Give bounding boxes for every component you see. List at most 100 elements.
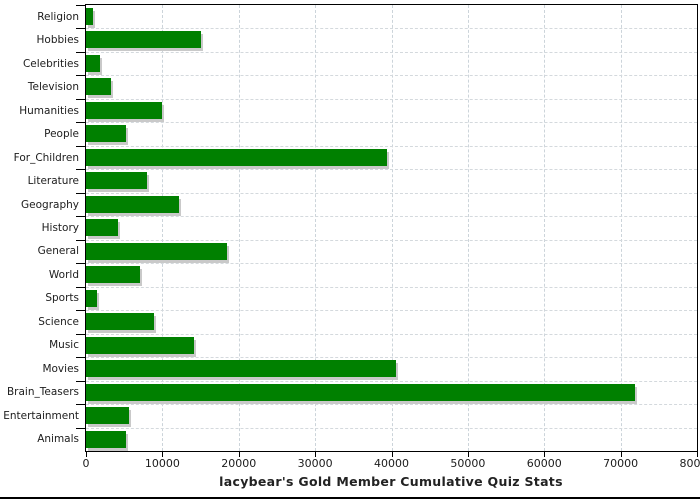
x-axis-tick: [162, 452, 164, 457]
vertical-gridline: [620, 5, 622, 451]
bar-sports: [86, 289, 97, 307]
horizontal-gridline: [86, 122, 697, 124]
x-axis-label: 30000: [297, 457, 333, 470]
horizontal-gridline: [86, 404, 697, 406]
x-axis-tick: [238, 452, 240, 457]
y-axis-label: Sports: [45, 292, 79, 305]
y-axis-tick: [76, 169, 86, 171]
horizontal-gridline: [86, 28, 697, 30]
x-axis-label: 60000: [526, 457, 562, 470]
x-axis-label: 20000: [221, 457, 257, 470]
bar-religion: [86, 8, 93, 25]
bar-people: [86, 125, 126, 143]
y-axis-label: World: [48, 268, 79, 281]
y-axis-tick: [76, 310, 86, 312]
y-axis-label: History: [41, 222, 79, 234]
chart-title: lacybear's Gold Member Cumulative Quiz S…: [219, 474, 563, 489]
horizontal-gridline: [86, 239, 697, 241]
horizontal-gridline: [86, 145, 697, 147]
y-axis-tick: [76, 122, 86, 124]
y-axis-tick: [76, 427, 86, 429]
y-axis-label: Entertainment: [3, 409, 79, 422]
horizontal-gridline: [86, 357, 697, 359]
horizontal-gridline: [86, 51, 697, 53]
y-axis-label: Animals: [37, 433, 79, 446]
horizontal-gridline: [86, 75, 697, 77]
vertical-gridline: [544, 5, 546, 451]
y-axis-tick: [76, 28, 86, 30]
bar-history: [86, 219, 119, 237]
horizontal-gridline: [86, 98, 697, 100]
vertical-gridline: [391, 5, 393, 451]
x-axis-label: 10000: [144, 457, 180, 470]
bottom-divider: [0, 497, 700, 499]
x-axis-label: 0: [82, 457, 90, 470]
y-axis-tick: [76, 404, 86, 406]
horizontal-gridline: [86, 169, 697, 171]
bar-science: [86, 313, 154, 331]
y-axis-tick: [76, 357, 86, 359]
x-axis-label: 80000: [679, 457, 700, 470]
y-axis-tick: [76, 380, 86, 382]
y-axis-tick: [76, 333, 86, 335]
y-axis-label: General: [37, 245, 79, 258]
x-axis-tick: [315, 452, 317, 457]
x-axis-label: 70000: [603, 457, 639, 470]
vertical-gridline: [467, 5, 469, 451]
y-axis-label: Geography: [21, 198, 79, 211]
x-axis-tick: [620, 452, 622, 457]
horizontal-gridline: [86, 427, 697, 429]
y-axis-label: Music: [49, 339, 79, 352]
bar-hobbies: [86, 31, 201, 49]
horizontal-gridline: [86, 216, 697, 218]
y-axis-tick: [76, 98, 86, 100]
x-axis-tick: [697, 452, 698, 457]
y-axis-label: People: [44, 128, 79, 141]
y-axis-label: Movies: [42, 362, 79, 375]
y-axis-tick: [76, 145, 86, 147]
y-axis-tick: [76, 216, 86, 218]
plot-area: [85, 4, 698, 452]
y-axis-label: Hobbies: [36, 34, 80, 47]
y-axis-label: Humanities: [19, 104, 79, 117]
y-axis-label: For_Children: [13, 151, 79, 164]
x-axis-label: 50000: [450, 457, 486, 470]
bar-geography: [86, 195, 180, 213]
x-axis-label: 40000: [374, 457, 409, 470]
bar-entertainment: [86, 407, 129, 425]
x-axis-tick: [86, 452, 87, 457]
bar-television: [86, 78, 112, 96]
bar-movies: [86, 360, 397, 378]
bar-world: [86, 266, 141, 284]
bar-for_children: [86, 148, 387, 166]
horizontal-gridline: [86, 286, 697, 288]
bar-animals: [86, 430, 127, 448]
bar-celebrities: [86, 54, 100, 72]
y-axis-label: Celebrities: [22, 57, 79, 70]
y-axis-label: Science: [38, 315, 79, 328]
x-axis-tick: [467, 452, 469, 457]
y-axis-tick: [76, 5, 86, 6]
y-axis-tick: [76, 239, 86, 241]
bar-general: [86, 242, 228, 260]
horizontal-gridline: [86, 333, 697, 335]
y-axis-tick: [76, 263, 86, 265]
y-axis-tick: [76, 75, 86, 77]
bar-brain_teasers: [86, 383, 636, 401]
horizontal-gridline: [86, 380, 697, 382]
x-axis-tick: [391, 452, 393, 457]
horizontal-gridline: [86, 263, 697, 265]
horizontal-gridline: [86, 192, 697, 194]
bar-music: [86, 336, 195, 354]
y-axis-tick: [76, 286, 86, 288]
y-axis-tick: [76, 51, 86, 53]
y-axis-label: Religion: [37, 10, 79, 23]
vertical-gridline: [315, 5, 317, 451]
bar-humanities: [86, 101, 163, 119]
horizontal-gridline: [86, 310, 697, 312]
vertical-gridline: [162, 5, 164, 451]
y-axis-tick: [76, 192, 86, 194]
y-axis-label: Brain_Teasers: [6, 386, 79, 399]
x-axis-tick: [544, 452, 546, 457]
